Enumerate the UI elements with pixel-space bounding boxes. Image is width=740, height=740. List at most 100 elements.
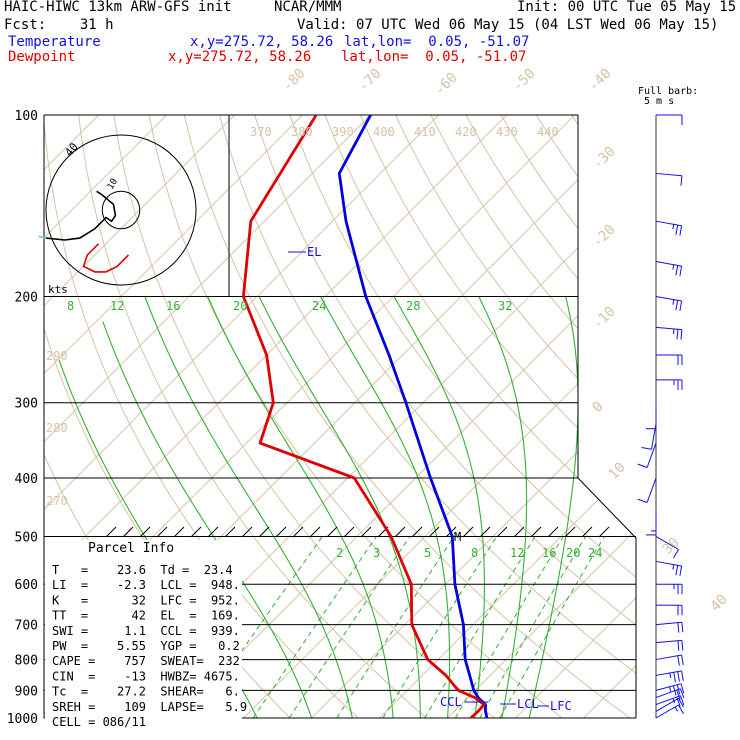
melting-level-label: M: [454, 530, 461, 544]
wind-barb-half: [672, 564, 675, 570]
dry-adiabat-line: [254, 115, 636, 719]
wind-barb: [655, 326, 683, 340]
wind-barb-staff: [655, 670, 682, 676]
dry-adiabat-line: [465, 115, 636, 719]
parcel-info-row: TT = 42 EL = 169.: [52, 609, 240, 623]
moist-label-upper: 28: [406, 299, 420, 313]
isotherm-line: [44, 115, 507, 719]
dry-adiabat-line: [78, 115, 427, 719]
dry-adiabat-line: [642, 115, 740, 718]
wind-barb: [655, 683, 685, 696]
wind-barb: [655, 379, 683, 390]
hatch-tick: [224, 526, 236, 538]
barb-legend: Full barb:: [638, 86, 698, 97]
el-label: EL: [307, 245, 321, 259]
dry-adiabat-line: [395, 115, 636, 719]
isotherm-line: [44, 115, 235, 719]
wind-barb-half: [672, 264, 675, 270]
wind-barb-flag: [676, 329, 679, 340]
mixing-ratio-label: 20: [566, 546, 580, 560]
hatch-tick: [479, 526, 491, 538]
wind-barb-flag: [681, 640, 684, 651]
parcel-info-row: CELL = 086/11: [52, 715, 146, 729]
dry-adiabat-line: [289, 115, 636, 719]
pressure-tick-label: 400: [15, 472, 38, 487]
parcel-info-row: CIN = -13 HWBZ= 4675.: [52, 669, 240, 683]
hatch-tick: [292, 526, 304, 538]
mixing-ratio-line: [499, 536, 605, 719]
wind-barb: [655, 654, 684, 666]
hodograph-trace-2: [45, 190, 117, 241]
dewpoint-trace: [241, 115, 486, 720]
wind-barb-staff: [651, 423, 657, 450]
hatch-tick: [343, 526, 355, 538]
ccl-label: CCL: [440, 695, 462, 709]
isotherm-label: 40: [708, 592, 731, 615]
wind-barb-staff: [655, 326, 682, 331]
wind-barb-flag: [680, 683, 685, 694]
parcel-info-row: CAPE = 757 SWEAT= 232: [52, 654, 240, 668]
dry-adiabat-line: [606, 115, 636, 719]
parcel-info-row: SREH = 109 LAPSE= 5.9: [52, 700, 247, 714]
isotherm-label: -70: [356, 66, 385, 95]
plot-frame: [44, 114, 637, 718]
mixing-ratio-line: [454, 536, 564, 719]
hatch-tick: [428, 526, 440, 538]
dewpoint-xy: x,y=275.72, 58.26: [168, 49, 312, 65]
hatch-tick: [496, 526, 508, 538]
moist-adiabat-line: [528, 296, 579, 719]
wind-barb: [641, 423, 657, 450]
valid-time: Valid: 07 UTC Wed 06 May 15 (04 LST Wed …: [297, 17, 719, 33]
wind-barb-flag: [673, 672, 676, 683]
hodograph-inner-ring: [101, 190, 141, 230]
wind-barb-staff: [655, 172, 682, 177]
wind-barb: [655, 639, 684, 651]
hatch-tick: [275, 526, 287, 538]
hatch-tick: [564, 526, 576, 538]
wind-barb-flag: [679, 688, 685, 699]
theta-label: 400: [373, 125, 395, 139]
mixing-ratio-label: 2: [336, 546, 343, 560]
wind-barb-flag: [677, 655, 680, 666]
model-title: HAIC-HIWC 13km ARW-GFS init: [4, 0, 232, 15]
isotherm-label: -60: [432, 70, 461, 99]
lcl-label: LCL: [517, 697, 539, 711]
isotherm-label: -40: [586, 66, 615, 95]
wind-barb-flag: [679, 300, 683, 311]
hodograph-ring-label: 40: [62, 140, 80, 159]
hatch-tick: [241, 526, 253, 538]
wind-barb: [646, 402, 657, 430]
wind-barb: [655, 704, 684, 719]
hodograph-trace-0: [82, 243, 130, 273]
temperature-trace: [337, 115, 489, 719]
pressure-tick-label: 900: [15, 684, 38, 699]
pressure-tick-label: 800: [15, 654, 38, 669]
parcel-info-row: LI = -2.3 LCL = 948.: [52, 578, 240, 592]
isotherm-line: [243, 115, 636, 719]
hatch-tick: [513, 526, 525, 538]
wind-barb: [655, 670, 684, 683]
hodograph-trace-1: [38, 235, 47, 239]
isotherm-line: [447, 115, 636, 719]
isotherm-label: -80: [280, 66, 309, 95]
wind-barb-flag: [675, 565, 679, 576]
wind-barb: [655, 604, 683, 616]
wind-barb-flag: [680, 175, 683, 186]
mixing-ratio-line: [479, 536, 587, 719]
wind-barb: [655, 296, 683, 311]
wind-barb-flag: [676, 689, 681, 700]
wind-barb-half: [674, 706, 679, 712]
wind-barb: [655, 172, 683, 186]
wind-barb-flag: [679, 695, 685, 706]
isotherm-line: [652, 115, 740, 718]
moist-label-upper: 8: [67, 299, 74, 313]
dry-adiabat-line: [219, 115, 636, 719]
dry-adiabat-line: [677, 115, 740, 718]
wind-barb-flag: [677, 671, 680, 682]
hatch-tick: [530, 526, 542, 538]
wind-barb-flag: [641, 447, 652, 450]
wind-barb: [655, 354, 683, 365]
mixing-ratio-line: [288, 536, 411, 719]
parcel-info-row: K = 32 LFC = 952.: [52, 593, 240, 607]
wind-barb-flag: [679, 565, 683, 576]
